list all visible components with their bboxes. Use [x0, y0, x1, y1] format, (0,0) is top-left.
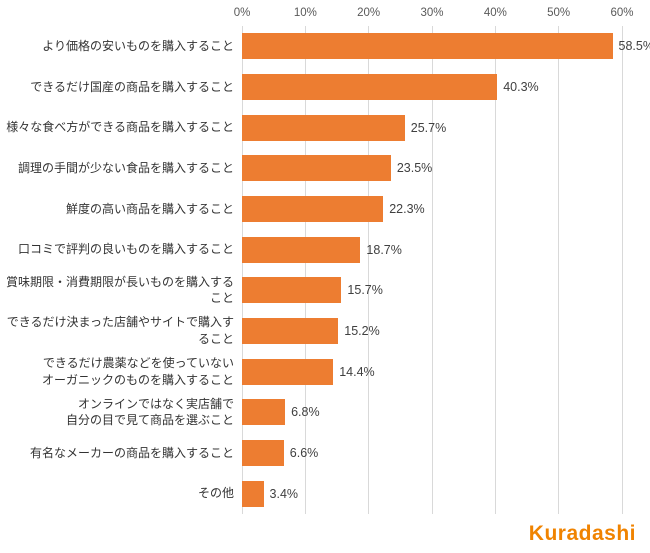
category-label: より価格の安いものを購入すること: [42, 38, 234, 53]
category-label: 調理の手間が少ない食品を購入すること: [17, 160, 234, 175]
bar-track: 58.5%: [242, 26, 650, 67]
bar-row: 調理の手間が少ない食品を購入すること 23.5%: [0, 148, 650, 189]
x-tick-label: 30%: [420, 7, 444, 19]
value-label: 22.3%: [389, 201, 425, 216]
x-tick-label: 20%: [357, 7, 381, 19]
bar-track: 14.4%: [242, 351, 622, 392]
bar-row: より価格の安いものを購入すること 58.5%: [0, 26, 650, 67]
plot-area: より価格の安いものを購入すること 58.5% できるだけ国産の商品を購入すること 40…: [0, 26, 650, 514]
bar-track: 15.2%: [242, 311, 622, 352]
bar: [242, 480, 264, 507]
category-label: 口コミで評判の良いものを購入すること: [17, 242, 234, 257]
bar-track: 15.7%: [242, 270, 622, 311]
bar: [242, 236, 361, 263]
bar-track: 3.4%: [242, 473, 622, 514]
value-label: 25.7%: [410, 120, 447, 135]
bar-track: 23.5%: [242, 148, 622, 189]
bar-track: 6.8%: [242, 392, 622, 433]
category-label: できるだけ農薬などを使っていない オーガニックのものを購入すること: [41, 355, 234, 387]
gridline: [431, 26, 433, 514]
value-label: 14.4%: [339, 364, 375, 379]
category-label: 有名なメーカーの商品を購入すること: [29, 445, 234, 460]
value-label: 6.6%: [289, 445, 319, 460]
x-tick-label: 60%: [610, 7, 634, 19]
bar: [242, 399, 286, 426]
bar: [242, 317, 339, 344]
value-label: 40.3%: [503, 79, 539, 94]
bar-row: その他 3.4%: [0, 473, 650, 514]
gridline: [621, 26, 623, 514]
value-label: 15.2%: [344, 323, 380, 338]
category-label: できるだけ決まった店舗やサイトで購入すること: [6, 315, 234, 346]
category-label: 賞味期限・消費期限が長いものを購入すること: [5, 274, 234, 306]
x-tick-label: 50%: [547, 7, 571, 19]
bar-track: 40.3%: [242, 67, 622, 108]
bar-row: 賞味期限・消費期限が長いものを購入すること 15.7%: [0, 270, 650, 311]
bar-row: 様々な食べ方ができる商品を購入すること 25.7%: [0, 107, 650, 148]
category-label: できるだけ国産の商品を購入すること: [30, 79, 234, 94]
value-label: 58.5%: [618, 39, 650, 54]
bar-row: 口コミで評判の良いものを購入すること 18.7%: [0, 229, 650, 270]
value-label: 3.4%: [269, 486, 299, 501]
gridline: [368, 26, 370, 514]
gridline: [304, 26, 306, 514]
category-label: 鮮度の高い商品を購入すること: [65, 201, 234, 216]
bar-track: 25.7%: [242, 107, 622, 148]
bar-row: できるだけ決まった店舗やサイトで購入すること 15.2%: [0, 311, 650, 352]
bar-row: オンラインではなく実店舗で 自分の目で見て商品を選ぶこと 6.8%: [0, 392, 650, 433]
bar: [242, 195, 384, 222]
bar-track: 6.6%: [242, 433, 622, 474]
gridline: [241, 26, 243, 514]
bar-row: 有名なメーカーの商品を購入すること 6.6%: [0, 433, 650, 474]
gridline: [558, 26, 560, 514]
bar-row: できるだけ国産の商品を購入すること 40.3%: [0, 67, 650, 108]
bar-track: 18.7%: [242, 229, 622, 270]
bar-track: 22.3%: [242, 189, 622, 230]
kuradashi-logo: Kuradashi: [528, 522, 636, 545]
bar: [242, 439, 284, 466]
bar: [242, 155, 391, 182]
value-label: 15.7%: [347, 283, 383, 298]
bar: [242, 277, 342, 304]
category-label: その他: [197, 486, 234, 501]
x-axis: 0% 10% 20% 30% 40% 50% 60%: [234, 7, 634, 23]
gridline: [494, 26, 496, 514]
bar: [242, 73, 498, 100]
x-tick-label: 40%: [483, 7, 507, 19]
value-label: 6.8%: [291, 405, 320, 420]
gridlines: [241, 26, 623, 514]
value-label: 18.7%: [366, 242, 402, 257]
x-tick-label: 0%: [233, 7, 251, 19]
x-tick-label: 10%: [293, 7, 317, 19]
category-label: 様々な食べ方ができる商品を購入すること: [6, 120, 234, 135]
bar-row: 鮮度の高い商品を購入すること 22.3%: [0, 189, 650, 230]
category-label: オンラインではなく実店舗で 自分の目で見て商品を選ぶこと: [65, 396, 234, 428]
bar-row: できるだけ農薬などを使っていない オーガニックのものを購入すること 14.4%: [0, 351, 650, 392]
bar: [242, 114, 405, 141]
value-label: 23.5%: [396, 161, 433, 176]
bar: [242, 33, 613, 60]
bar: [242, 358, 334, 385]
